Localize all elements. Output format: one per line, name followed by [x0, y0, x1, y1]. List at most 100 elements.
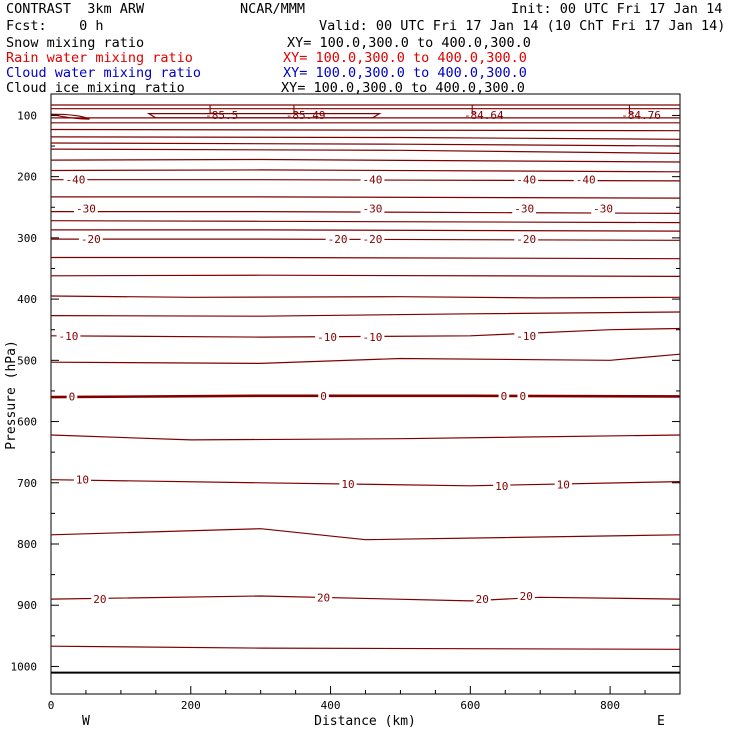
x-tick-label: 400	[321, 699, 341, 712]
low-center-value: -84.64	[464, 109, 504, 122]
low-center-value: -84.76	[621, 109, 661, 122]
contour-label: -30	[76, 202, 96, 215]
contour-label: -10	[59, 330, 79, 343]
isotherm-line	[50, 128, 681, 132]
contour-label-bg	[512, 202, 537, 215]
isotherm-line	[50, 595, 681, 602]
contour-label-bg	[517, 590, 535, 603]
y-tick-label: 100	[17, 109, 37, 122]
contour-label: -20	[363, 233, 383, 246]
legend-rain-xy: XY= 100.0,300.0 to 400.0,300.0	[283, 50, 527, 66]
contour-label: 10	[495, 480, 508, 493]
isotherm-line	[50, 142, 681, 147]
contour-label-bg	[314, 591, 333, 604]
isotherm-line	[50, 434, 681, 441]
isotherm-line	[51, 196, 681, 199]
contour-label-bg	[63, 173, 88, 186]
contour-label-bg	[339, 478, 357, 490]
contour-label-bg	[360, 233, 385, 246]
contour-label: 0	[501, 390, 508, 403]
isotherm-line	[50, 274, 681, 277]
isotherm-line	[50, 220, 681, 224]
contour-label-bg	[498, 389, 510, 402]
east-label: E	[657, 714, 665, 729]
isotherm-line	[51, 211, 681, 214]
contour-label: -40	[66, 174, 86, 187]
contour-label: 20	[317, 591, 330, 604]
y-tick-label: 900	[17, 599, 37, 612]
isotherm-line	[50, 528, 681, 541]
contour-label: -10	[363, 331, 383, 344]
low-center-marker: L	[471, 104, 478, 117]
valid-time: Valid: 00 UTC Fri 17 Jan 14 (10 ChT Fri …	[319, 18, 726, 34]
legend-cloudwater-xy: XY= 100.0,300.0 to 400.0,300.0	[283, 65, 527, 81]
contour-label-bg	[91, 593, 109, 606]
contour-label: 10	[76, 474, 89, 487]
contour-label-bg	[74, 202, 98, 215]
isotherm-line	[50, 295, 681, 299]
y-tick-label: 500	[17, 354, 37, 367]
x-axis-label: Distance (km)	[314, 714, 416, 729]
legend-snow-xy: XY= 100.0,300.0 to 400.0,300.0	[287, 35, 531, 51]
contour-label-bg	[514, 233, 539, 246]
closed-contour	[146, 112, 382, 119]
contour-labels: -40 -40 -40 -40 -30 -30 -30 -30 -20 -20 -20 -20 -10 -…	[56, 173, 616, 606]
isotherm-line	[50, 645, 681, 650]
y-tick-label: 300	[17, 232, 37, 245]
contour-label-bg	[318, 389, 329, 402]
contour-label-bg	[360, 173, 385, 186]
isotherm-line	[51, 229, 681, 232]
contour-label-bg	[78, 233, 103, 246]
y-tick-label: 1000	[11, 660, 38, 673]
contour-label-bg	[66, 390, 78, 403]
contour-label: -20	[81, 233, 101, 246]
contour-label: 20	[476, 593, 489, 606]
contour-label: 10	[341, 478, 354, 491]
isotherm-line	[51, 238, 681, 241]
contour-label-bg	[514, 173, 539, 186]
contour-label: 0	[320, 390, 327, 403]
west-label: W	[82, 714, 90, 729]
contour-label: 20	[520, 590, 533, 603]
y-tick-label: 700	[17, 477, 37, 490]
isotherm-line	[50, 353, 681, 365]
model-title: CONTRAST 3km ARW	[6, 1, 145, 17]
contour-label: -40	[516, 174, 536, 187]
contour-label-bg	[591, 202, 616, 215]
contour-label: 0	[69, 390, 76, 403]
contour-label: 20	[93, 593, 106, 606]
org-label: NCAR/MMM	[240, 1, 306, 17]
contour-label: -20	[328, 233, 348, 246]
zero-degree-isotherm	[50, 394, 681, 399]
y-tick-label: 800	[17, 538, 37, 551]
contour-label-bg	[325, 233, 350, 246]
contour-label-bg	[517, 389, 529, 402]
isotherm-contours	[50, 104, 681, 674]
x-tick-label: 800	[600, 699, 620, 712]
contour-label-bg	[360, 202, 385, 215]
low-center-marker: L	[628, 104, 635, 117]
contour-label: 0	[519, 390, 526, 403]
legend-rain-label: Rain water mixing ratio	[6, 50, 193, 66]
isotherm-line	[50, 136, 681, 140]
closed-contour	[50, 113, 90, 120]
forecast-hour: Fcst: 0 h	[6, 18, 104, 34]
contour-label-bg	[315, 331, 339, 344]
isotherm-line	[50, 148, 681, 154]
y-tick-label: 200	[17, 171, 37, 184]
y-axis-label: Pressure (hPa)	[4, 340, 19, 450]
contour-label: 10	[557, 479, 570, 492]
low-center-value: -85.49	[286, 109, 326, 122]
contour-label: -20	[516, 233, 536, 246]
contour-label-bg	[493, 479, 511, 492]
init-time: Init: 00 UTC Fri 17 Jan 14	[511, 1, 723, 17]
legend-cloudice-xy: XY= 100.0,300.0 to 400.0,300.0	[281, 80, 525, 96]
contour-label: -30	[593, 202, 613, 215]
contour-label-bg	[360, 331, 385, 344]
isotherm-line	[50, 479, 681, 487]
x-tick-label: 200	[181, 699, 201, 712]
y-tick-label: 600	[17, 416, 37, 429]
contour-label-bg	[56, 329, 81, 342]
legend-snow-label: Snow mixing ratio	[6, 35, 145, 51]
